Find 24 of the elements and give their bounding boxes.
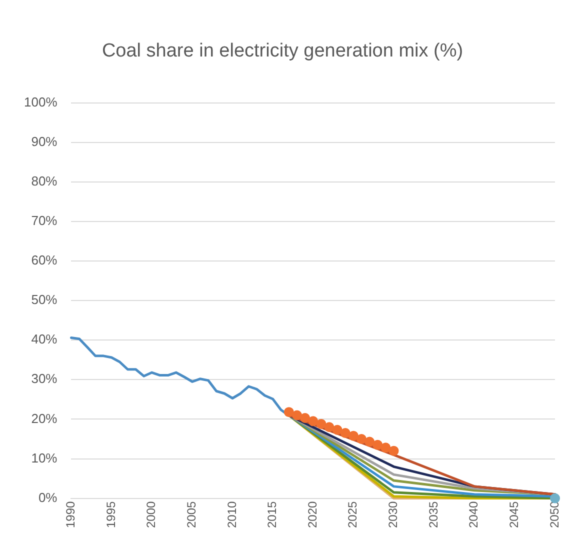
x-tick-label: 2020 <box>305 500 320 528</box>
x-tick-label: 2025 <box>346 500 360 528</box>
x-tick-label: 2035 <box>426 500 440 528</box>
x-tick-label: 1995 <box>104 500 118 528</box>
x-tick-label: 2045 <box>507 500 521 528</box>
x-tick-label: 1990 <box>64 500 78 528</box>
x-tick-label: 2015 <box>265 500 280 528</box>
x-tick-label: 2040 <box>466 500 481 528</box>
x-tick-label: 2030 <box>386 500 400 528</box>
y-tick-label: 10% <box>31 450 58 466</box>
y-tick-label: 40% <box>31 332 58 347</box>
y-tick-label: 100% <box>24 94 58 110</box>
y-tick-label: 90% <box>31 134 58 149</box>
y-tick-label: 60% <box>31 252 58 268</box>
y-tick-label: 50% <box>31 292 58 308</box>
chart-title: Coal share in electricity generation mix (%) <box>102 40 464 62</box>
y-tick-label: 0% <box>38 490 58 505</box>
y-tick-label: 70% <box>31 213 58 228</box>
x-tick-label: 2010 <box>224 500 239 528</box>
y-tick-label: 20% <box>31 410 58 426</box>
y-tick-label: 80% <box>31 173 58 188</box>
x-tick-label: 2000 <box>144 500 158 528</box>
x-tick-label: 2005 <box>184 500 198 528</box>
y-tick-label: 30% <box>31 371 58 386</box>
